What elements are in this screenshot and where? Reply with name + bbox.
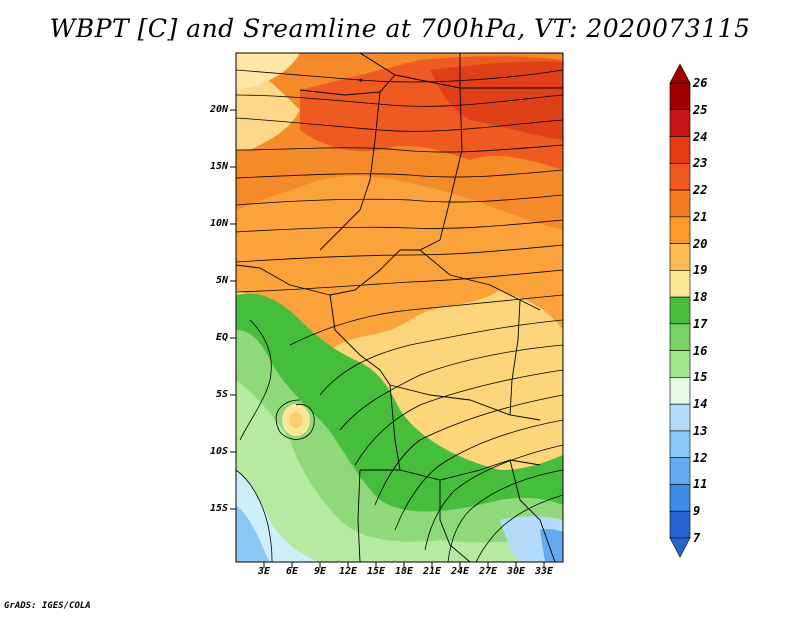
y-tick-label: 10N bbox=[209, 218, 228, 229]
x-tick-label: 33E bbox=[534, 566, 554, 577]
colorbar-swatch bbox=[669, 270, 691, 298]
streamlines bbox=[236, 69, 563, 562]
colorbar-swatch bbox=[669, 457, 691, 485]
y-tick-label: 15S bbox=[209, 503, 228, 514]
colorbar-label: 23 bbox=[693, 156, 708, 171]
x-tick-label: 3E bbox=[257, 566, 271, 577]
colorbar-label: 22 bbox=[693, 183, 708, 198]
colorbar-swatch bbox=[669, 243, 691, 271]
colorbar-top-arrow bbox=[669, 63, 691, 84]
y-tick-label: 15N bbox=[209, 161, 228, 172]
colorbar-bottom-arrow bbox=[669, 537, 691, 558]
x-tick-label: 12E bbox=[338, 566, 358, 577]
colorbar-swatch bbox=[669, 323, 691, 351]
colorbar-label: 21 bbox=[693, 209, 708, 224]
wbpt-field bbox=[236, 53, 563, 562]
colorbar-swatch bbox=[669, 350, 691, 378]
x-tick-label: 24E bbox=[450, 566, 470, 577]
y-tick-label: 20N bbox=[209, 104, 228, 115]
colorbar-label: 12 bbox=[693, 450, 708, 465]
colorbar-swatch bbox=[669, 484, 691, 512]
x-tick-label: 9E bbox=[313, 566, 327, 577]
colorbar-swatch bbox=[669, 377, 691, 405]
colorbar-label: 20 bbox=[693, 236, 708, 251]
colorbar-label: 13 bbox=[693, 423, 708, 438]
y-tick-label: EQ bbox=[215, 332, 228, 343]
colorbar-swatch bbox=[669, 216, 691, 244]
colorbar-swatch bbox=[669, 510, 691, 539]
x-tick-label: 18E bbox=[394, 566, 414, 577]
x-tick-label: 27E bbox=[478, 566, 498, 577]
colorbar-label: 14 bbox=[693, 397, 708, 412]
x-tick-label: 21E bbox=[422, 566, 442, 577]
y-tick-label: 5N bbox=[215, 275, 228, 286]
software-credit: GrADS: IGES/COLA bbox=[4, 601, 91, 611]
colorbar-label: 24 bbox=[693, 129, 708, 144]
country-borders bbox=[236, 53, 563, 562]
colorbar-label: 26 bbox=[693, 76, 708, 90]
colorbar bbox=[669, 63, 691, 558]
colorbar-swatch bbox=[669, 162, 691, 191]
colorbar-label: 19 bbox=[693, 263, 708, 278]
colorbar-label: 11 bbox=[693, 477, 708, 492]
colorbar-swatch bbox=[669, 296, 691, 325]
colorbar-swatch bbox=[669, 403, 691, 432]
colorbar-label: 18 bbox=[693, 290, 708, 305]
plot-frame bbox=[235, 52, 564, 563]
x-axis-ticks bbox=[263, 562, 545, 568]
colorbar-swatch bbox=[669, 136, 691, 164]
y-tick-label: 10S bbox=[209, 446, 228, 457]
colorbar-label: 7 bbox=[693, 531, 701, 545]
map-title: WBPT [C] and Sreamline at 700hPa, VT: 20… bbox=[49, 14, 751, 43]
colorbar-label: 15 bbox=[693, 370, 708, 385]
colorbar-label: 9 bbox=[693, 504, 701, 519]
y-axis-ticks bbox=[230, 109, 236, 510]
colorbar-label: 17 bbox=[693, 316, 708, 331]
colorbar-swatch bbox=[669, 82, 691, 111]
y-tick-label: 5S bbox=[215, 389, 228, 400]
x-tick-label: 15E bbox=[366, 566, 386, 577]
colorbar-swatch bbox=[669, 430, 691, 459]
colorbar-label: 25 bbox=[693, 102, 708, 117]
colorbar-swatch bbox=[669, 109, 691, 137]
x-tick-label: 30E bbox=[506, 566, 526, 577]
colorbar-label: 16 bbox=[693, 343, 708, 358]
x-tick-label: 6E bbox=[285, 566, 299, 577]
colorbar-swatch bbox=[669, 189, 691, 218]
